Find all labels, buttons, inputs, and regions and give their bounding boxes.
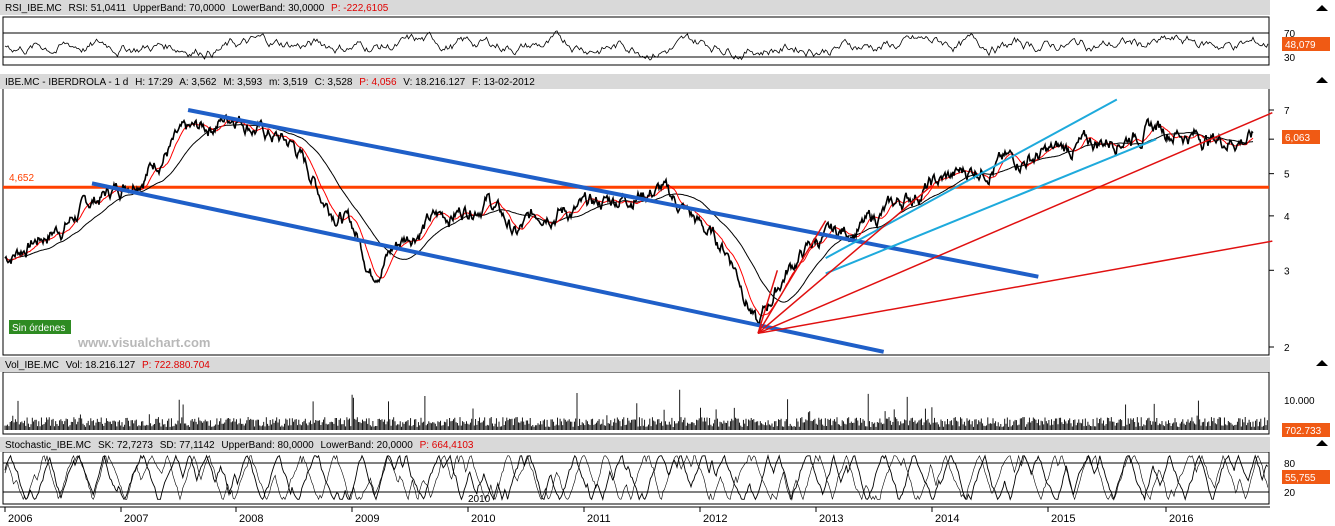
- volume-header-bar: [0, 357, 1270, 372]
- x-tick-label: 2015: [1051, 513, 1075, 525]
- x-tick-label: 2013: [819, 513, 843, 525]
- rsi-header-bar: [0, 0, 1270, 15]
- orders-badge[interactable]: [9, 320, 71, 334]
- fan-line: [757, 184, 933, 334]
- stochastic-header: Stochastic_IBE.MC SK: 72,7273 SD: 77,114…: [5, 440, 474, 451]
- volume-badge: 702.733: [1285, 426, 1322, 437]
- orders-badge-label: Sin órdenes: [12, 323, 65, 334]
- axis-ticks: 7654327030802010.000: [1269, 29, 1315, 499]
- scroll-up-icon[interactable]: [1316, 77, 1328, 83]
- fan-line: [757, 220, 827, 334]
- x-tick-label: 2012: [703, 513, 727, 525]
- price-panel: [3, 98, 1273, 354]
- watermark: www.visualchart.com: [77, 335, 210, 350]
- x-tick-label: 2006: [8, 513, 32, 525]
- scroll-up-icon[interactable]: [1316, 360, 1328, 366]
- up-channel-lower-line: [825, 138, 1157, 275]
- price-line: [4, 113, 1254, 327]
- stochastic-sd-line: [4, 454, 1269, 501]
- band-lines: [3, 32, 1269, 493]
- fast-moving-average: [4, 119, 1254, 317]
- volume-tick-label: 10.000: [1284, 396, 1315, 407]
- x-tick-label: 2008: [239, 513, 263, 525]
- channel-upper-line: [187, 108, 1039, 279]
- scroll-arrows[interactable]: [1316, 5, 1328, 446]
- slow-moving-average: [4, 123, 1254, 303]
- fan-line: [757, 270, 779, 334]
- rsi-badge: 48,079: [1285, 40, 1316, 51]
- fan-line: [757, 112, 1273, 335]
- volume-header: Vol_IBE.MC Vol: 18.216.127 P: 722.880.70…: [5, 360, 210, 371]
- y-tick-label: 5: [1284, 170, 1290, 181]
- rsi-header: RSI_IBE.MC RSI: 51,0411 UpperBand: 70,00…: [5, 3, 389, 14]
- channel-lower-line: [91, 181, 885, 354]
- stochastic-header-bar: [0, 437, 1270, 452]
- volume-bars: [4, 389, 1268, 430]
- x-tick-label: 2016: [1169, 513, 1193, 525]
- value-badges: 48,079 6,063 702.733 55,755: [1282, 37, 1330, 484]
- rsi-tick-label: 30: [1284, 53, 1296, 64]
- up-channel-upper-line: [825, 98, 1118, 259]
- volume-panel: [4, 389, 1268, 430]
- price-badge: 6,063: [1285, 133, 1310, 144]
- scroll-up-icon[interactable]: [1316, 440, 1328, 446]
- scroll-up-icon[interactable]: [1316, 5, 1328, 11]
- x-axis: 2006 2007 2008 2009 2010 2011 2012 2013 2014 2015…: [4, 507, 1193, 525]
- stochastic-sk-line: [4, 454, 1269, 502]
- y-tick-label: 4: [1284, 212, 1290, 223]
- price-header-bar: [0, 74, 1270, 89]
- stochastic-panel: [4, 454, 1269, 502]
- stochastic-badge: 55,755: [1285, 473, 1316, 484]
- y-tick-label: 3: [1284, 266, 1290, 277]
- rsi-panel: [4, 30, 1269, 61]
- y-tick-label: 2: [1284, 343, 1290, 354]
- rsi-line: [4, 30, 1269, 61]
- rsi-tick-label: 70: [1284, 29, 1296, 40]
- panel-frames: [2, 16, 1270, 505]
- price-header: IBE.MC - IBERDROLA - 1 d H: 17:29 A: 3,5…: [5, 77, 535, 88]
- x-tick-label: 2009: [355, 513, 379, 525]
- x-tick-label: 2014: [935, 513, 959, 525]
- stochastic-tick-label: 20: [1284, 488, 1296, 499]
- x-tick-label: 2010: [471, 513, 495, 525]
- x-tick-label: 2011: [587, 513, 611, 525]
- fan-line: [757, 240, 1273, 335]
- stochastic-inner-year: 2010: [468, 494, 491, 505]
- x-tick-label: 2007: [124, 513, 148, 525]
- y-tick-label: 7: [1284, 106, 1290, 117]
- support-level-label: 4,652: [9, 173, 34, 184]
- stochastic-tick-label: 80: [1284, 459, 1296, 470]
